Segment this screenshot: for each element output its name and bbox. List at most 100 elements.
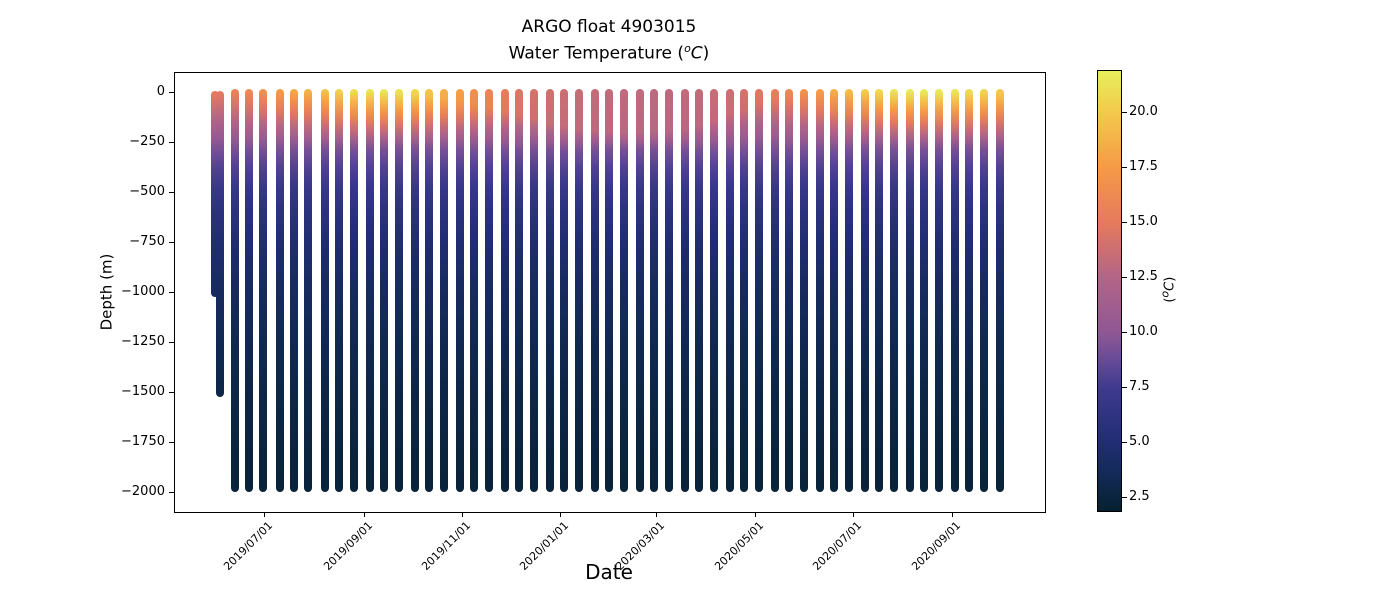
profile-column [545, 89, 554, 492]
profile-column [889, 89, 898, 492]
colorbar-tick-label: 7.5 [1129, 378, 1150, 394]
colorbar-label: (oC) [1156, 70, 1180, 510]
colorbar-label-text: (oC) [1158, 277, 1178, 303]
profile-column [216, 91, 225, 397]
profile-column [664, 89, 673, 492]
profile-column [410, 89, 419, 492]
profile-column [965, 89, 974, 492]
colorbar-tick-mark [1122, 166, 1127, 168]
profile-column [590, 89, 599, 492]
profile-column [650, 89, 659, 492]
profile-column [425, 89, 434, 492]
profile-column [950, 89, 959, 492]
x-tick-mark [656, 512, 658, 517]
profile-column [995, 89, 1004, 492]
colorbar-tick-label: 17.5 [1129, 158, 1158, 174]
profile-column [275, 89, 284, 492]
plot-area [174, 72, 1046, 513]
profile-column [799, 89, 808, 492]
y-tick-label: −1000 [121, 284, 165, 299]
colorbar-tick-mark [1122, 221, 1127, 223]
chart-title: ARGO float 4903015 [521, 17, 697, 37]
colorbar-tick-label: 2.5 [1129, 488, 1150, 504]
y-tick-mark [169, 92, 174, 93]
x-tick-mark [461, 512, 463, 517]
profile-column [349, 89, 358, 492]
profile-column [635, 89, 644, 492]
profile-column [259, 89, 268, 492]
x-tick-mark [559, 512, 561, 517]
y-tick-label: −500 [129, 184, 165, 199]
profile-column [934, 89, 943, 492]
profile-column [574, 89, 583, 492]
profile-column [320, 89, 329, 492]
colorbar-tick-mark [1122, 331, 1127, 333]
subtitle-unit: C [690, 43, 703, 64]
colorbar-tick-label: 5.0 [1129, 433, 1150, 449]
colorbar-tick-label: 15.0 [1129, 213, 1158, 229]
y-tick-mark [169, 242, 174, 243]
profile-column [725, 89, 734, 492]
subtitle-text: Water Temperature ( [508, 43, 685, 64]
y-tick-label: −2000 [121, 484, 165, 499]
colorbar-tick-mark [1122, 496, 1127, 498]
x-tick-mark [363, 512, 365, 517]
profile-column [500, 89, 509, 492]
profile-column [365, 89, 374, 492]
profile-column [979, 89, 988, 492]
profile-column [244, 89, 253, 492]
profile-column [619, 89, 628, 492]
colorbar-tick-mark [1122, 276, 1127, 278]
profile-column [695, 89, 704, 492]
y-tick-label: −1500 [121, 384, 165, 399]
y-tick-mark [169, 142, 174, 143]
y-tick-mark [169, 442, 174, 443]
colorbar-tick-label: 20.0 [1129, 103, 1158, 119]
profile-column [230, 89, 239, 492]
profile-column [785, 89, 794, 492]
profile-column [529, 89, 538, 492]
x-tick-mark [754, 512, 756, 517]
profile-column [304, 89, 313, 492]
y-tick-label: −1750 [121, 434, 165, 449]
chart-subtitle: Water Temperature (oC) [174, 38, 1044, 65]
subtitle-degree-sup: o [684, 42, 691, 55]
profile-column [815, 89, 824, 492]
y-tick-mark [169, 392, 174, 393]
profile-column [484, 89, 493, 492]
y-tick-label: −750 [129, 234, 165, 249]
x-tick-mark [264, 512, 266, 517]
colorbar-tick-label: 10.0 [1129, 323, 1158, 339]
y-tick-mark [169, 342, 174, 343]
profile-column [560, 89, 569, 492]
profile-column [515, 89, 524, 492]
profile-column [740, 89, 749, 492]
profile-column [770, 89, 779, 492]
profile-column [290, 89, 298, 492]
chart-title-block: ARGO float 4903015 Water Temperature (oC… [174, 16, 1044, 65]
y-tick-label: 0 [156, 84, 165, 99]
x-axis-label: Date [585, 560, 633, 584]
colorbar [1097, 70, 1122, 512]
profile-column [605, 89, 614, 492]
x-tick-mark [952, 512, 954, 517]
profile-column [380, 89, 389, 492]
colorbar-tick-label: 12.5 [1129, 268, 1158, 284]
profile-column [860, 89, 869, 492]
y-tick-label: −1250 [121, 334, 165, 349]
profile-column [905, 89, 914, 492]
subtitle-close-paren: ) [702, 43, 710, 64]
profile-column [830, 89, 839, 492]
profile-column [455, 89, 464, 492]
profile-column [844, 89, 853, 492]
colorbar-tick-mark [1122, 111, 1127, 113]
y-tick-label: −250 [129, 134, 165, 149]
profile-column [394, 89, 403, 492]
profile-column [335, 89, 344, 492]
y-tick-mark [169, 492, 174, 493]
profile-column [211, 91, 220, 297]
profile-column [875, 89, 884, 492]
x-tick-mark [852, 512, 854, 517]
profile-column [920, 89, 929, 492]
